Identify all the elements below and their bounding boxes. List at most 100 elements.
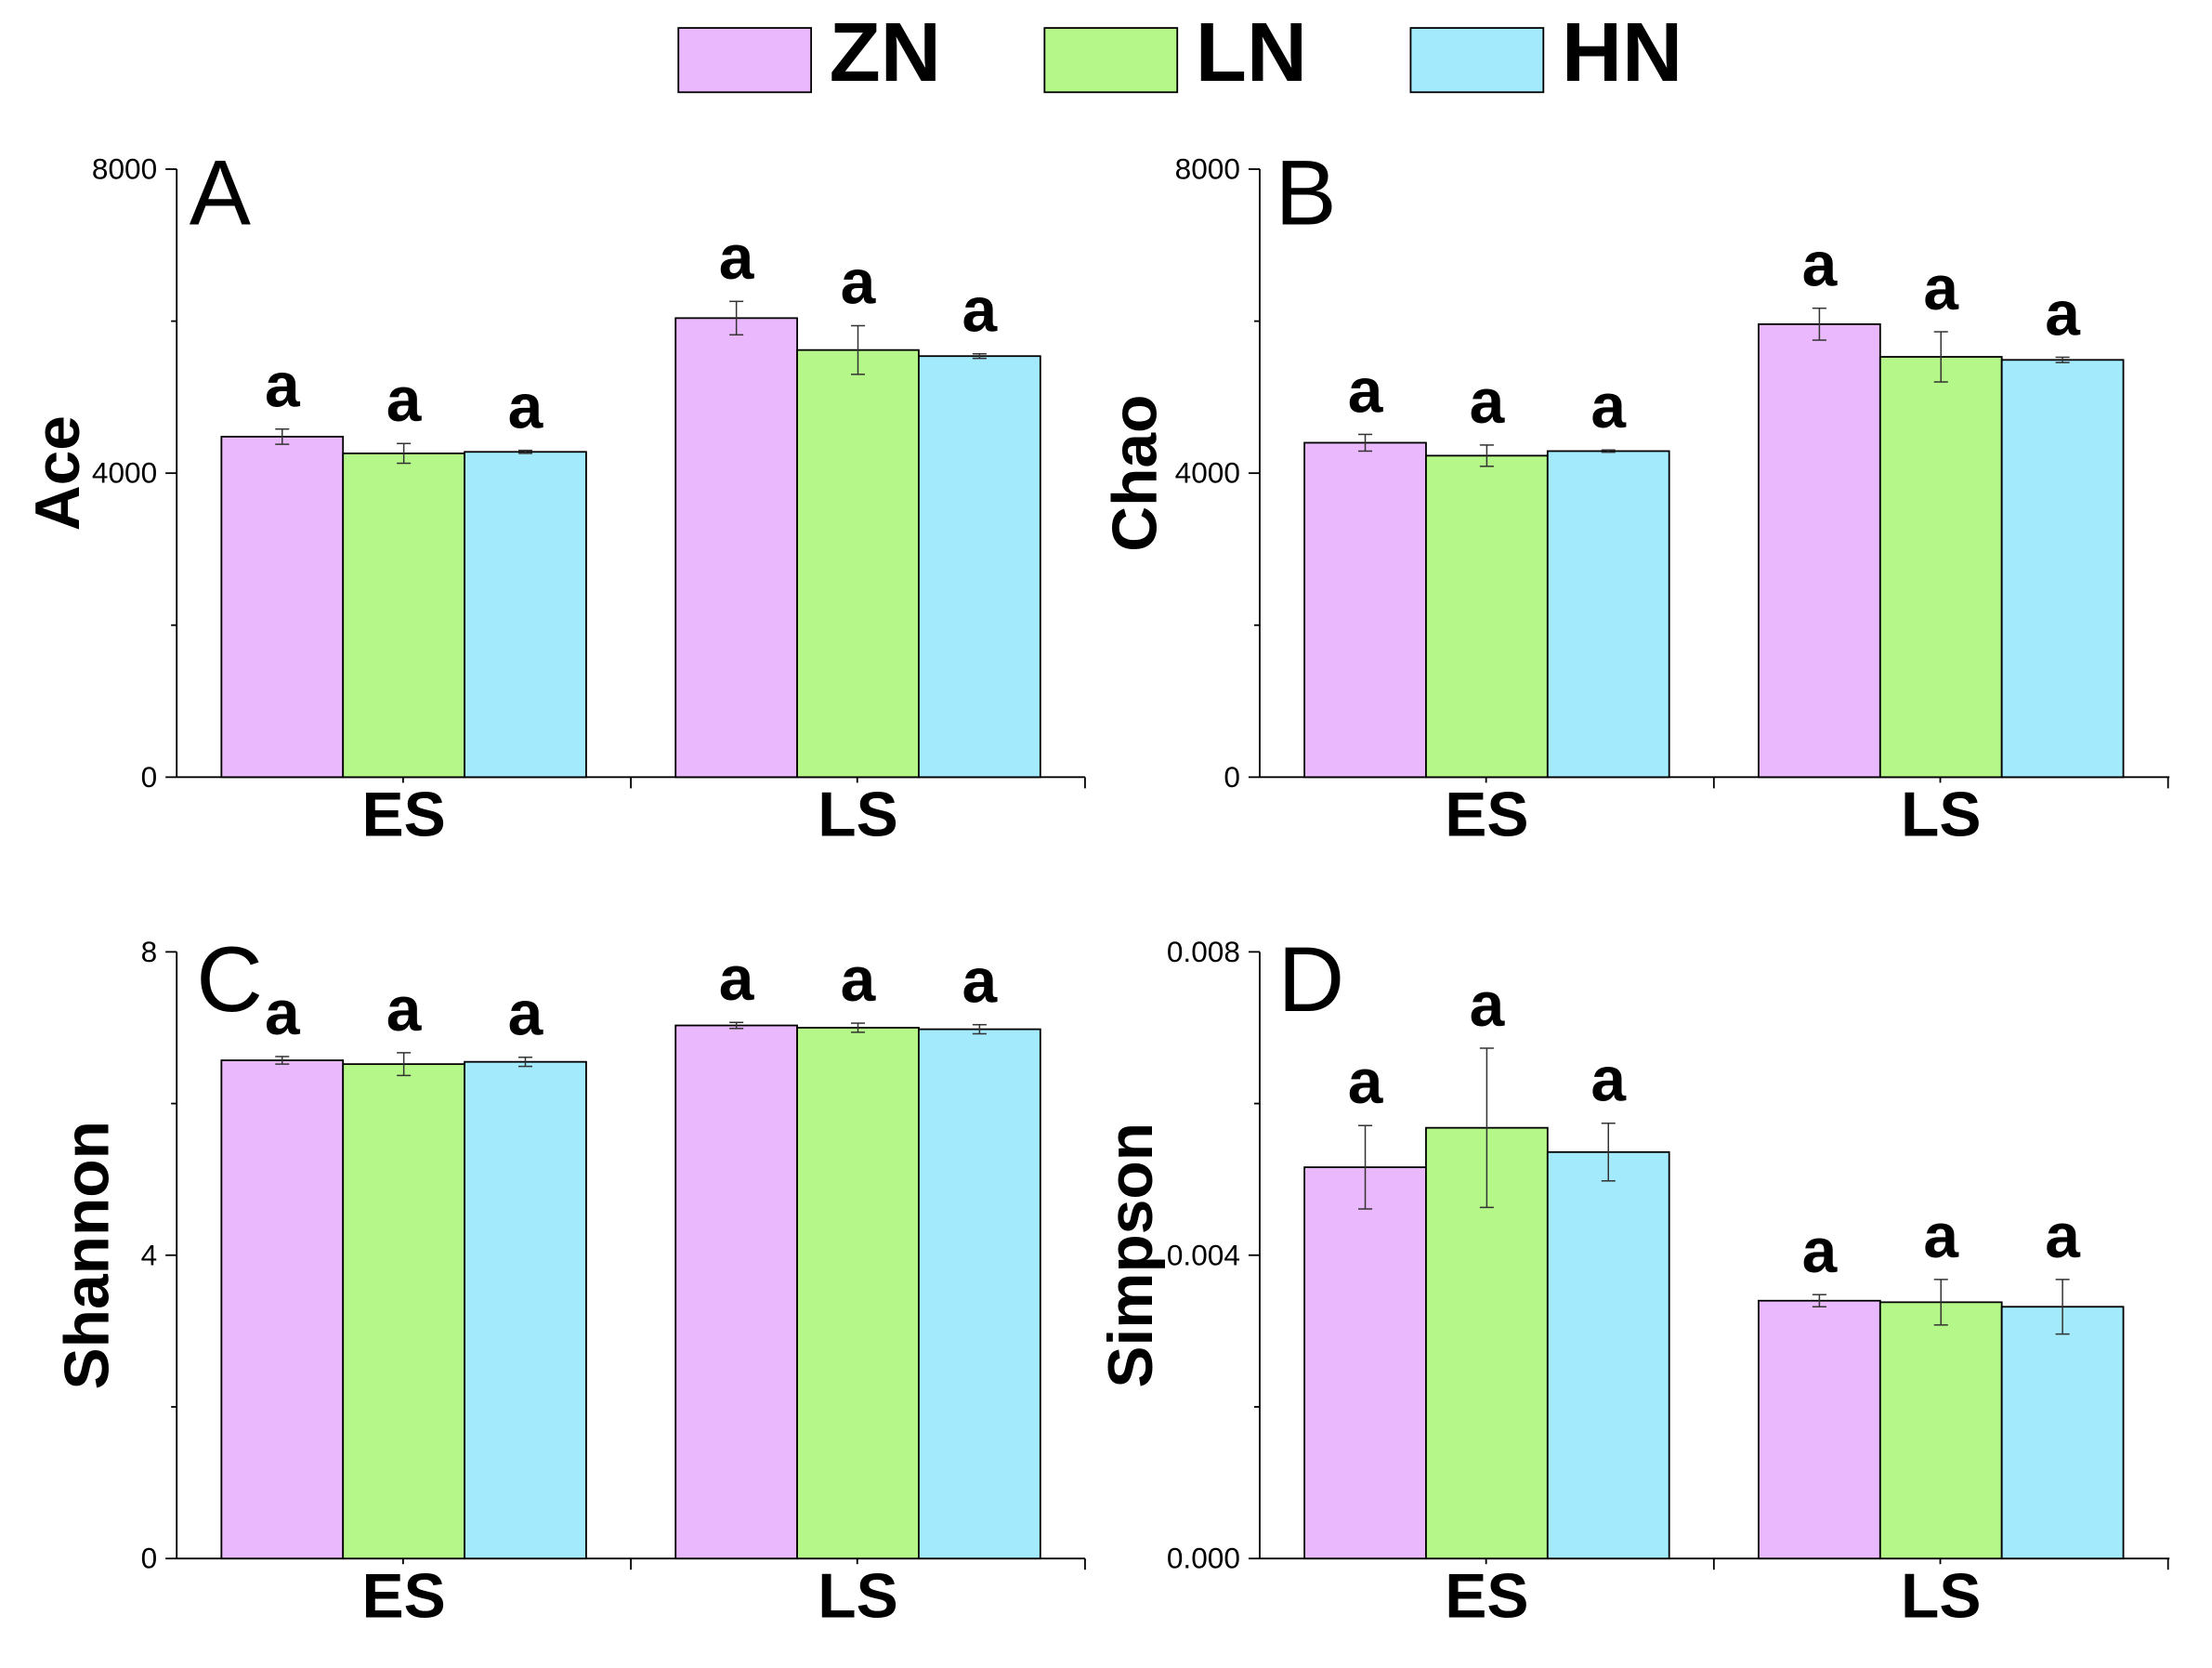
significance-letter: a: [386, 975, 423, 1044]
significance-letter: a: [719, 223, 755, 293]
significance-letter: a: [386, 365, 423, 435]
y-axis-label: Shannon: [52, 1121, 122, 1389]
significance-letter: a: [1923, 254, 1959, 323]
significance-letter: a: [265, 351, 301, 421]
bar-hn-ls: [2000, 1306, 2125, 1560]
legend-item-ln: LN: [1043, 6, 1307, 99]
legend-label-hn: HN: [1562, 6, 1682, 99]
y-axis-label: Chao: [1101, 395, 1171, 552]
bar-hn-es: [464, 451, 587, 779]
significance-letter: a: [1802, 230, 1839, 300]
y-tick-label: 8000: [1175, 152, 1240, 186]
panel-letter: B: [1276, 141, 1337, 244]
legend-swatch-hn: [1409, 27, 1545, 94]
bar-hn-ls: [918, 1028, 1041, 1560]
bar-ln-ls: [796, 348, 920, 779]
significance-letter: a: [1923, 1202, 1959, 1271]
bar-hn-ls: [918, 355, 1041, 779]
significance-letter: a: [962, 947, 999, 1017]
chart-svg: ZN LN HN 0 4000 8000 Ace Aa a a ES a a a LS 0 4000 8000 C…: [23, 6, 2170, 1631]
significance-letter: a: [265, 978, 301, 1048]
x-category-label: LS: [1901, 781, 1981, 850]
y-axis-label: Ace: [23, 415, 93, 531]
bar-ln-ls: [1878, 356, 2003, 779]
y-tick-label: 4000: [1175, 456, 1240, 490]
y-tick-label: 0: [141, 1542, 158, 1575]
legend-swatch-ln: [1043, 27, 1179, 94]
legend-item-zn: ZN: [677, 6, 941, 99]
bar-zn-es: [1303, 441, 1427, 779]
legend-item-hn: HN: [1409, 6, 1682, 99]
x-category-label: LS: [818, 1561, 897, 1631]
y-tick-label: 8: [141, 935, 158, 968]
significance-letter: a: [1348, 1047, 1384, 1117]
significance-letter: a: [1590, 1045, 1627, 1115]
legend-label-zn: ZN: [830, 6, 941, 99]
bar-ln-es: [342, 1063, 465, 1560]
significance-letter: a: [1470, 970, 1506, 1040]
y-tick-label: 0: [1224, 760, 1240, 794]
bar-zn-ls: [1758, 1299, 1881, 1560]
significance-letter: a: [841, 945, 877, 1015]
bar-zn-ls: [674, 317, 798, 779]
y-tick-label: 4000: [92, 456, 157, 490]
panel-letter: C: [196, 928, 263, 1031]
x-category-label: ES: [1445, 781, 1528, 850]
bar-ln-es: [1425, 454, 1549, 779]
significance-letter: a: [1590, 372, 1627, 441]
legend: ZN LN HN: [677, 6, 1682, 99]
group-es: a a a ES: [220, 351, 587, 850]
significance-letter: a: [719, 944, 755, 1014]
group-es: a a a ES: [1303, 356, 1670, 850]
significance-letter: a: [841, 247, 877, 317]
x-category-label: ES: [361, 781, 445, 850]
x-category-label: LS: [818, 781, 897, 850]
panel-c: 0 4 8 Shannon C a a a ES a a a LS: [52, 928, 1086, 1631]
y-tick-label: 0.000: [1167, 1542, 1240, 1575]
y-tick-label: 0.004: [1167, 1238, 1240, 1271]
bar-hn-es: [1546, 450, 1670, 779]
significance-letter: a: [1348, 356, 1384, 426]
bar-zn-es: [220, 436, 345, 779]
bar-zn-es: [1303, 1166, 1427, 1560]
legend-swatch-zn: [677, 27, 813, 94]
group-es: a a a ES: [220, 975, 587, 1631]
significance-letter: a: [508, 979, 544, 1049]
y-tick-label: 8000: [92, 152, 157, 186]
group-ls: a a a LS: [1758, 1202, 2125, 1631]
group-es: a a a ES: [1303, 970, 1670, 1631]
legend-label-ln: LN: [1196, 6, 1307, 99]
panel-letter: A: [190, 141, 252, 244]
significance-letter: a: [508, 373, 544, 442]
panel-letter: D: [1278, 928, 1345, 1031]
bar-zn-ls: [1758, 322, 1881, 779]
panel-d: 0.000 0.004 0.008 Simpson Da a a ES a a a LS: [1096, 928, 2170, 1631]
y-tick-label: 4: [141, 1238, 158, 1271]
bar-ln-es: [342, 453, 465, 779]
bar-hn-ls: [2000, 359, 2125, 779]
bar-hn-es: [1546, 1150, 1670, 1560]
bar-zn-es: [220, 1059, 345, 1560]
significance-letter: a: [1802, 1216, 1839, 1286]
significance-letter: a: [2045, 1202, 2081, 1271]
x-category-label: ES: [361, 1561, 445, 1631]
x-category-label: ES: [1445, 1561, 1528, 1631]
x-category-label: LS: [1901, 1561, 1981, 1631]
bar-zn-ls: [674, 1024, 798, 1560]
group-ls: a a a LS: [674, 944, 1041, 1631]
significance-letter: a: [962, 276, 999, 346]
bar-ln-ls: [796, 1027, 920, 1560]
group-ls: a a a LS: [674, 223, 1041, 850]
panel-a: 0 4000 8000 Ace Aa a a ES a a a LS: [23, 141, 1086, 850]
significance-letter: a: [1470, 367, 1506, 437]
y-tick-label: 0.008: [1167, 935, 1240, 968]
significance-letter: a: [2045, 279, 2081, 348]
panel-b: 0 4000 8000 Chao Ba a a ES a a a LS: [1101, 141, 2170, 850]
bar-ln-ls: [1878, 1301, 2003, 1560]
bar-hn-es: [464, 1060, 587, 1560]
group-ls: a a a LS: [1758, 230, 2125, 850]
y-axis-label: Simpson: [1096, 1123, 1166, 1388]
y-tick-label: 0: [141, 760, 158, 794]
